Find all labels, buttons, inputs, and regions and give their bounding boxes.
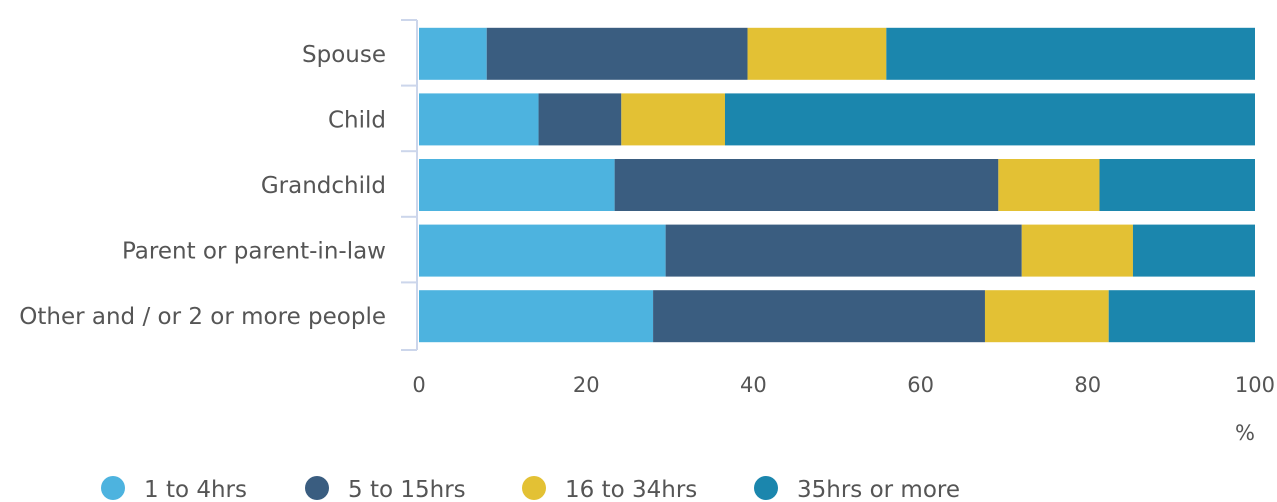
bar-segment <box>419 27 487 80</box>
legend: 1 to 4hrs 5 to 15hrs 16 to 34hrs 35hrs or m… <box>101 476 960 502</box>
bar-segment <box>886 27 1255 80</box>
category-label: Spouse <box>302 42 386 68</box>
bar-segment <box>538 93 622 146</box>
bar-segment <box>984 290 1109 343</box>
legend-swatch <box>522 476 546 500</box>
legend-swatch <box>305 476 329 500</box>
legend-item[interactable]: 5 to 15hrs <box>305 476 466 502</box>
bar-segment <box>621 93 725 146</box>
category-label: Grandchild <box>261 173 386 199</box>
value-axis-unit: % <box>1235 421 1255 445</box>
bar-segment <box>1132 224 1255 277</box>
legend-label: 5 to 15hrs <box>348 477 466 502</box>
legend-item[interactable]: 1 to 4hrs <box>101 476 247 502</box>
bar-segment <box>419 159 615 211</box>
legend-item[interactable]: 16 to 34hrs <box>522 476 697 502</box>
bar-segment <box>486 27 748 80</box>
category-label: Child <box>328 107 386 133</box>
legend-label: 1 to 4hrs <box>144 477 247 502</box>
bar-segment <box>419 93 539 146</box>
bar-segment <box>998 159 1100 211</box>
bar-segment <box>1099 159 1255 211</box>
category-axis <box>401 19 418 351</box>
value-tick-label: 40 <box>740 373 767 397</box>
legend-swatch <box>754 476 778 500</box>
legend-label: 35hrs or more <box>797 477 960 502</box>
value-tick-label: 20 <box>573 373 600 397</box>
bar-segment <box>1108 290 1255 343</box>
legend-swatch <box>101 476 125 500</box>
value-tick-label: 80 <box>1074 373 1101 397</box>
legend-label: 16 to 34hrs <box>565 477 697 502</box>
category-label: Parent or parent-in-law <box>122 239 386 265</box>
value-axis-ticks: 0 20 40 60 80 100 <box>412 373 1275 397</box>
bar-segment <box>653 290 985 343</box>
bar-segment <box>419 290 654 343</box>
bar-segment <box>665 224 1022 277</box>
bar-segment <box>724 93 1255 146</box>
bar-segment <box>419 224 666 277</box>
legend-item[interactable]: 35hrs or more <box>754 476 960 502</box>
bar-segment <box>747 27 887 80</box>
category-label: Other and / or 2 or more people <box>19 304 386 330</box>
value-tick-label: 0 <box>412 373 425 397</box>
bar-segment <box>1021 224 1133 277</box>
value-tick-label: 60 <box>907 373 934 397</box>
category-labels: Spouse Child Grandchild Parent or parent-in… <box>19 42 386 330</box>
value-tick-label: 100 <box>1235 373 1275 397</box>
bar-segment <box>614 159 999 211</box>
bars <box>419 27 1255 343</box>
